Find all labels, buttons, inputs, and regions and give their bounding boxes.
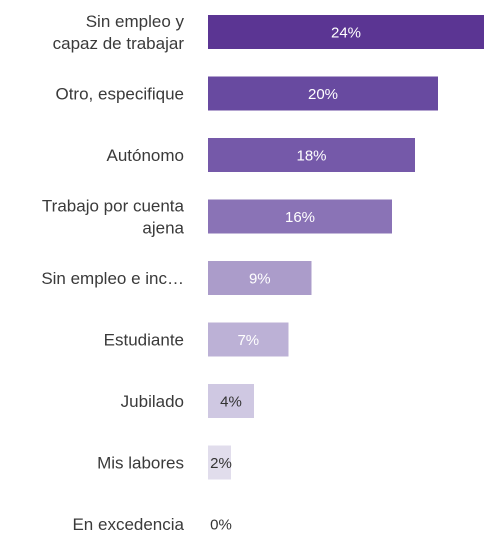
category-label-3: Trabajo por cuenta ajena (42, 197, 185, 238)
bar-3 (208, 199, 392, 234)
category-label-4: Sin empleo e inc… (41, 269, 184, 288)
value-label-6: 4% (220, 394, 242, 411)
category-label-1: Otro, especifique (55, 85, 184, 104)
category-label-5: Estudiante (104, 331, 184, 350)
value-label-3: 16% (285, 209, 315, 226)
value-label-4: 9% (249, 271, 271, 288)
bar-1 (208, 76, 438, 111)
value-label-5: 7% (237, 332, 259, 349)
value-label-0: 24% (331, 25, 361, 42)
category-label-2: Autónomo (107, 146, 185, 165)
bar-6 (208, 384, 254, 418)
category-label-8: En excedencia (72, 515, 184, 534)
category-label-7: Mis labores (97, 454, 184, 473)
category-label-6: Jubilado (121, 392, 184, 411)
category-label-0: Sin empleo y capaz de trabajar (53, 12, 185, 53)
bar-4 (208, 261, 312, 295)
value-label-7: 2% (210, 455, 232, 472)
bar-0 (208, 15, 484, 49)
value-label-8: 0% (210, 517, 232, 534)
bar-2 (208, 138, 415, 172)
bar-7 (208, 445, 231, 480)
value-label-1: 20% (308, 86, 338, 103)
value-label-2: 18% (296, 148, 326, 165)
bar-5 (208, 322, 289, 357)
